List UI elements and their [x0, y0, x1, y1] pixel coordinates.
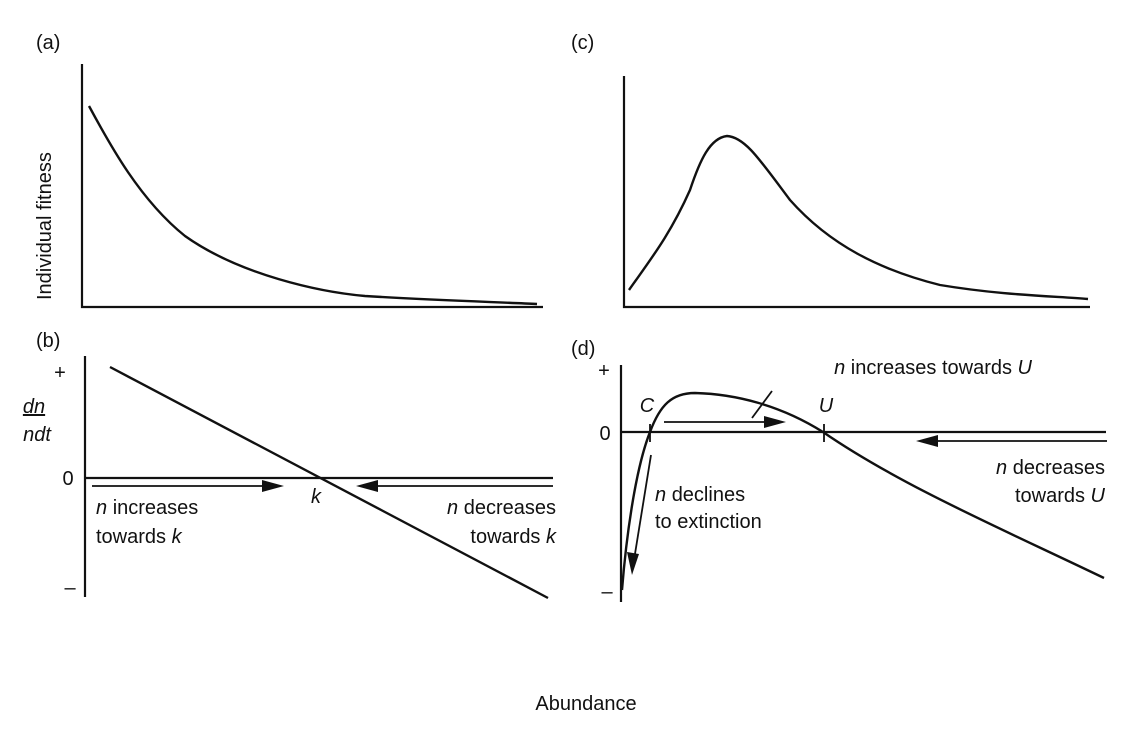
panel-a: (a) Individual fitness	[34, 32, 543, 309]
panel-d-inc-n: n	[834, 357, 845, 379]
panel-b-increase-arrowhead	[262, 480, 284, 492]
panel-c: (c)	[571, 32, 1090, 309]
panel-d-decline-arrowhead	[627, 552, 639, 575]
panel-b: (b) + 0 – dn ndt k n increases towards k…	[23, 330, 557, 600]
panel-d-dec-u: U	[1091, 485, 1106, 507]
panel-a-ylabel: Individual fitness	[34, 152, 56, 300]
panel-d-growth-curve	[620, 391, 1105, 591]
panel-d-zero-tick: 0	[599, 423, 610, 445]
panel-b-letter: (b)	[36, 330, 60, 352]
panel-d-inc-rest: increases towards	[851, 357, 1018, 379]
panel-d-letter: (d)	[571, 338, 595, 360]
panel-b-decrease-note: n decreases	[447, 497, 556, 519]
panel-c-axes	[622, 76, 1090, 309]
panel-d-dec-n: n	[996, 457, 1007, 479]
panel-b-ylabel-top: dn	[23, 396, 45, 418]
panel-b-zero-tick: 0	[62, 468, 73, 490]
panel-b-decrease-note-2: towards k	[470, 526, 557, 548]
panel-b-decrease-arrowhead	[356, 480, 378, 492]
panel-d-decline-note: n declines	[655, 484, 745, 506]
panel-b-plus-tick: +	[54, 362, 66, 384]
panel-d-increase-leader	[751, 390, 773, 419]
panel-d-decline-note-2: to extinction	[655, 511, 762, 533]
panel-a-letter: (a)	[36, 32, 60, 54]
panel-d-decl-n: n	[655, 484, 666, 506]
panel-b-dec-towards: towards	[470, 526, 546, 548]
panel-d-decrease-note-2: towards U	[1015, 485, 1106, 507]
panel-d-u-label: U	[819, 395, 834, 417]
panel-b-inc-k: k	[172, 526, 183, 548]
panel-b-growth-line	[109, 365, 549, 600]
panel-d-decrease-note: n decreases	[996, 457, 1105, 479]
panel-d-dec-towards: towards	[1015, 485, 1091, 507]
panel-d-c-label: C	[640, 395, 655, 417]
panel-c-fitness-curve	[628, 134, 1089, 301]
panel-b-ylabel-bottom: ndt	[23, 424, 52, 446]
panel-d-decline-arrow	[633, 454, 652, 561]
panel-b-minus-tick: –	[64, 577, 76, 599]
panel-b-dec-k: k	[546, 526, 557, 548]
panel-d-decrease-arrowhead	[916, 435, 938, 447]
panel-d-plus-tick: +	[598, 360, 610, 382]
panel-d-inc-u: U	[1018, 357, 1033, 379]
panel-b-dec-n: n	[447, 497, 458, 519]
panel-a-axes	[80, 64, 543, 309]
panel-d-increase-note: n increases towards U	[834, 357, 1032, 379]
panel-c-letter: (c)	[571, 32, 594, 54]
panel-d-dec-rest: decreases	[1013, 457, 1105, 479]
panel-b-inc-n: n	[96, 497, 107, 519]
panel-b-inc-rest: increases	[113, 497, 199, 519]
panel-b-inc-towards: towards	[96, 526, 172, 548]
panel-b-increase-note-2: towards k	[96, 526, 183, 548]
panel-a-fitness-curve	[87, 105, 538, 306]
shared-xlabel: Abundance	[535, 693, 636, 715]
panel-d-minus-tick: –	[601, 581, 613, 603]
panel-b-increase-note: n increases	[96, 497, 198, 519]
panel-b-k-label: k	[311, 486, 322, 508]
panel-b-dec-rest: decreases	[464, 497, 556, 519]
panel-d-increase-arrowhead	[764, 416, 786, 428]
panel-d: (d) + 0 – C U n increases towards U n de…	[571, 338, 1107, 603]
panel-d-decl-rest: declines	[672, 484, 745, 506]
